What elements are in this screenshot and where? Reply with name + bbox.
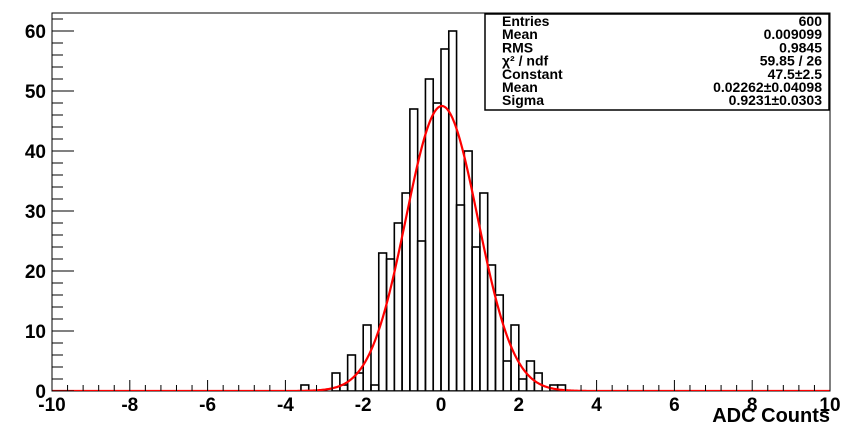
stats-label: Mean	[502, 79, 538, 95]
x-tick-label: -6	[199, 395, 216, 416]
stats-number: 0.9845	[779, 39, 822, 55]
x-tick-label: 2	[514, 395, 525, 416]
y-tick-label: 40	[25, 142, 46, 163]
stats-error: 2.5	[803, 66, 823, 82]
x-tick-label: -4	[277, 395, 294, 416]
x-tick-label: 10	[819, 395, 840, 416]
stats-error: 0.04098	[771, 79, 822, 95]
stats-frame	[484, 13, 830, 111]
stats-number: 0.009099	[764, 26, 823, 42]
y-tick-label: 30	[25, 202, 46, 223]
stats-label: Mean	[502, 26, 538, 42]
x-tick-label: 0	[436, 395, 447, 416]
y-tick-label: 20	[25, 262, 46, 283]
stats-label: Entries	[502, 13, 550, 29]
stats-label: χ² / ndf	[502, 53, 548, 69]
x-tick-label: 8	[747, 395, 758, 416]
stats-number: 47.5	[768, 66, 795, 82]
x-tick-label: 4	[591, 395, 602, 416]
stats-value: 59.85 / 26	[760, 53, 822, 69]
stats-number: 600	[799, 13, 823, 29]
histogram-bar	[494, 294, 505, 391]
x-tick-label: -10	[38, 395, 65, 416]
x-tick-label: 6	[669, 395, 680, 416]
y-tick-label: 60	[25, 22, 46, 43]
stats-value: 47.5±2.5	[768, 66, 823, 82]
stats-label: Sigma	[502, 92, 544, 108]
y-tick-label: 0	[35, 382, 46, 403]
stats-value: 0.9845	[779, 39, 822, 55]
stats-value: 0.009099	[764, 26, 823, 42]
y-tick-label: 50	[25, 82, 46, 103]
histogram-bar	[510, 324, 520, 391]
stats-pm: ±	[795, 66, 803, 82]
stats-value: 0.9231±0.0303	[729, 92, 823, 108]
stats-value: 600	[799, 13, 823, 29]
stats-label: RMS	[502, 39, 533, 55]
stats-pm: ±	[764, 79, 772, 95]
stats-value: 0.02262±0.04098	[713, 79, 822, 95]
stats-pm: ±	[771, 92, 779, 108]
x-axis-label: ADC Counts	[712, 405, 830, 427]
stats-number: 59.85 / 26	[760, 53, 822, 69]
x-tick-label: -8	[121, 395, 138, 416]
histogram-bar	[362, 324, 372, 391]
x-tick-label: -2	[355, 395, 372, 416]
y-tick-label: 10	[25, 322, 46, 343]
stats-number: 0.9231	[729, 92, 772, 108]
fit-curve	[52, 104, 830, 391]
stats-error: 0.0303	[779, 92, 822, 108]
stats-number: 0.02262	[713, 79, 764, 95]
histogram-bar	[331, 372, 341, 391]
stats-box: Entries 600 Mean 0.009099 RMS 0.9845 χ² / ndf 5…	[484, 13, 830, 111]
plot-area	[52, 30, 830, 391]
stats-label: Constant	[502, 66, 563, 82]
